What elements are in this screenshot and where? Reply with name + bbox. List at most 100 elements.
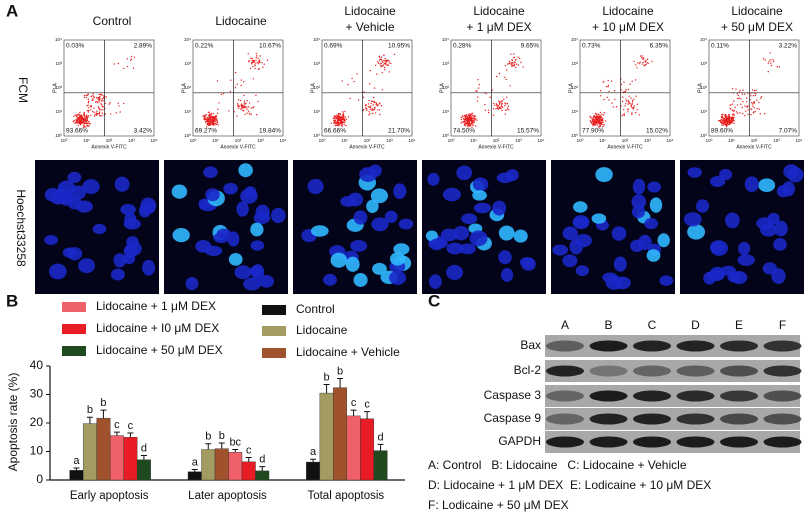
scatter-dot xyxy=(208,122,210,125)
nucleus xyxy=(720,265,736,276)
nucleus xyxy=(67,171,82,183)
scatter-dot xyxy=(105,96,107,98)
scatter-dot xyxy=(75,120,78,122)
scatter-dot xyxy=(80,117,83,120)
nucleus xyxy=(573,201,588,213)
scatter-dot xyxy=(513,53,515,55)
nucleus xyxy=(205,188,220,202)
scatter-dot xyxy=(762,58,765,60)
scatter-dot xyxy=(630,97,632,99)
scatter-dot xyxy=(87,115,90,117)
nucleus xyxy=(78,258,96,274)
quadrant-value: 15.02% xyxy=(646,128,668,135)
scatter-dot xyxy=(240,103,243,105)
column-title: + 10 μM DEX xyxy=(592,20,664,34)
scatter-dot xyxy=(721,122,723,124)
scatter-dot xyxy=(86,114,88,116)
scatter-dot xyxy=(93,111,95,114)
nucleus xyxy=(632,178,646,195)
scatter-dot xyxy=(349,97,351,100)
scatter-dot xyxy=(466,120,468,123)
scatter-dot xyxy=(340,125,343,127)
scatter-dot xyxy=(764,59,766,61)
scatter-dot xyxy=(98,108,101,111)
scatter-dot xyxy=(101,99,103,102)
scatter-dot xyxy=(255,62,257,64)
scatter-dot xyxy=(250,57,252,60)
scatter-dot xyxy=(727,114,730,116)
scatter-dot xyxy=(337,113,340,115)
scatter-dot xyxy=(240,84,242,87)
y-tick-label: 10¹ xyxy=(184,109,191,114)
scatter-dot xyxy=(253,60,255,62)
error-bar xyxy=(86,416,93,424)
nucleus xyxy=(353,210,368,225)
quadrant-value: 19.84% xyxy=(259,128,281,135)
scatter-dot xyxy=(92,93,94,95)
scatter-dot xyxy=(744,105,746,107)
scatter-dot xyxy=(246,106,248,108)
scatter-dot xyxy=(342,116,345,118)
nucleus xyxy=(630,239,645,253)
scatter-dot xyxy=(218,102,220,104)
scatter-dot xyxy=(210,114,212,116)
scatter-dot xyxy=(98,97,100,99)
x-tick-label: 10² xyxy=(106,138,113,143)
nucleus xyxy=(203,166,218,179)
scatter-dot xyxy=(353,80,355,83)
y-tick-label: 10⁰ xyxy=(571,133,578,138)
scatter-dot xyxy=(592,119,594,121)
scatter-dot xyxy=(77,122,79,124)
scatter-dot xyxy=(79,120,82,122)
scatter-dot xyxy=(624,105,626,107)
nucleus xyxy=(372,262,387,275)
blot-band xyxy=(720,390,758,402)
scatter-dot xyxy=(504,105,506,107)
lane-label: D xyxy=(691,318,700,332)
scatter-dot xyxy=(475,125,477,127)
scatter-dot xyxy=(597,118,599,121)
scatter-dot xyxy=(380,62,382,65)
scatter-dot xyxy=(80,122,82,124)
scatter-dot xyxy=(729,122,731,125)
scatter-dot xyxy=(511,59,513,62)
y-axis-label: PI-A xyxy=(697,82,703,92)
scatter-dot xyxy=(91,99,93,102)
scatter-dot xyxy=(601,123,603,126)
scatter-dot xyxy=(631,112,633,114)
scatter-dot xyxy=(501,109,503,112)
scatter-dot xyxy=(207,117,210,120)
blot-band xyxy=(589,436,628,448)
scatter-dot xyxy=(471,117,473,119)
scatter-dot xyxy=(251,59,253,62)
quadrant-value: 0.73% xyxy=(582,43,601,50)
scatter-dot xyxy=(468,123,470,125)
panel-label: A xyxy=(6,1,18,20)
nucleus xyxy=(442,187,461,202)
scatter-dot xyxy=(731,103,734,105)
nucleus xyxy=(307,178,324,195)
column-title: Lidocaine xyxy=(344,4,396,18)
scatter-dot xyxy=(381,60,383,62)
scatter-dot xyxy=(97,112,99,115)
scatter-dot xyxy=(234,87,237,89)
scatter-dot xyxy=(255,56,257,59)
nucleus xyxy=(398,218,414,230)
scatter-dot xyxy=(126,58,128,60)
scatter-dot xyxy=(750,113,752,116)
scatter-dot xyxy=(244,106,246,109)
scatter-dot xyxy=(205,120,208,123)
scatter-dot xyxy=(366,108,368,110)
scatter-dot xyxy=(624,90,626,93)
scatter-dot xyxy=(634,79,637,81)
scatter-dot xyxy=(595,116,597,118)
scatter-dot xyxy=(377,62,380,64)
scatter-dot xyxy=(646,58,649,60)
x-tick-label: 10² xyxy=(622,138,629,143)
scatter-dot xyxy=(510,63,512,65)
y-tick-label: 10⁰ xyxy=(313,133,320,138)
scatter-dot xyxy=(342,115,344,117)
legend-swatch xyxy=(262,348,286,358)
scatter-dot xyxy=(215,116,217,119)
